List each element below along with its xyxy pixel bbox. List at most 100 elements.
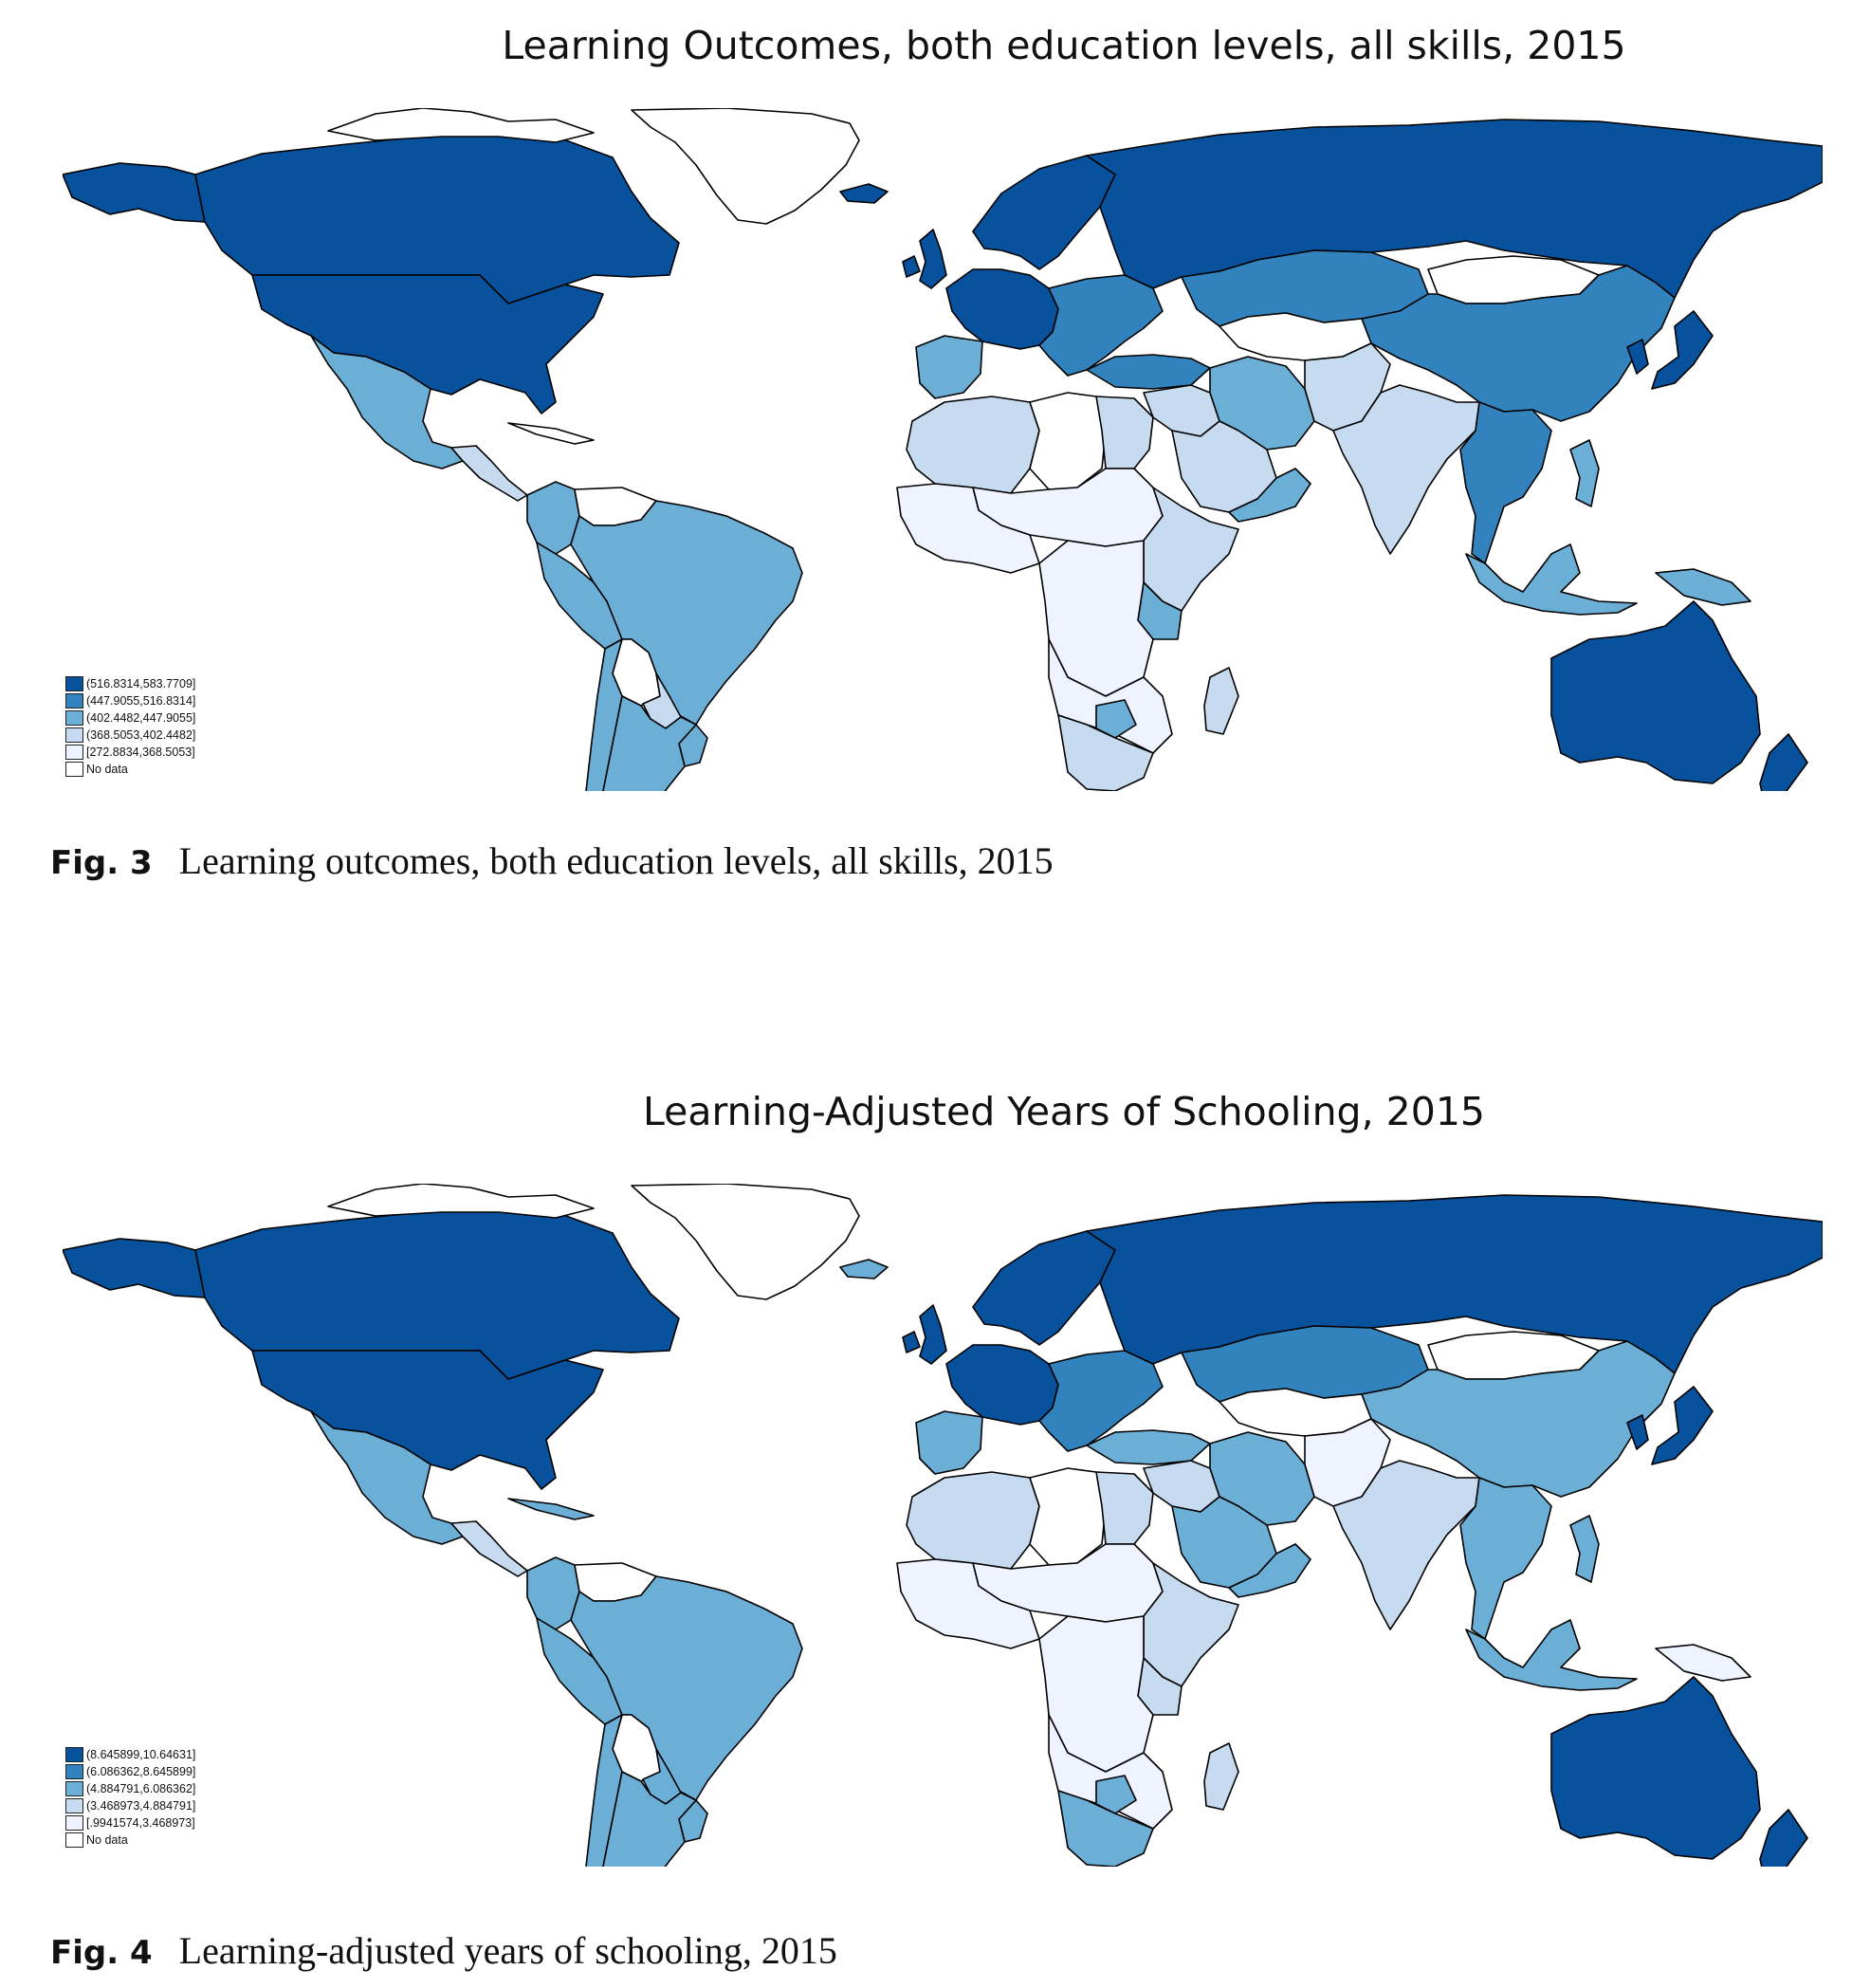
region-chile: [585, 1714, 623, 1867]
region-iberia: [915, 1410, 983, 1475]
region-argentina: [602, 695, 697, 791]
region-cuba: [507, 422, 595, 445]
region-alaska: [63, 162, 206, 223]
region-new-zealand: [1759, 733, 1808, 791]
region-north-africa-c: [1029, 1467, 1107, 1566]
legend-label: (3.468973,4.884791]: [86, 1799, 196, 1813]
map-legend: (8.645899,10.64631] (6.086362,8.645899] (4…: [65, 1746, 195, 1849]
region-ireland: [902, 1331, 921, 1353]
region-greenland: [631, 108, 860, 225]
legend-label: No data: [86, 1833, 128, 1847]
region-india: [1332, 384, 1480, 555]
region-southeast-asia: [1459, 401, 1552, 564]
region-egypt: [1095, 1471, 1154, 1545]
region-alaska: [63, 1238, 206, 1298]
legend-swatch: [65, 1798, 83, 1813]
figure-caption: Fig. 3 Learning outcomes, both education …: [50, 838, 1054, 883]
region-korea: [1626, 339, 1649, 375]
region-papua: [1655, 568, 1751, 606]
region-ireland: [902, 255, 921, 278]
legend-label: (368.5053,402.4482]: [86, 728, 196, 742]
legend-entry: (3.468973,4.884791]: [65, 1797, 195, 1814]
region-indonesia: [1465, 1619, 1638, 1691]
region-south-africa: [1057, 1790, 1154, 1867]
legend-label: (402.4482,447.9055]: [86, 711, 196, 725]
region-southern-africa: [1048, 1714, 1173, 1830]
legend-label: (4.884791,6.086362]: [86, 1782, 196, 1795]
region-chile: [585, 638, 623, 791]
legend-label: [272.8834,368.5053]: [86, 746, 195, 759]
region-iberia: [915, 335, 983, 399]
figure-label: Fig. 4: [50, 1934, 153, 1972]
region-uk: [919, 1304, 947, 1365]
legend-swatch: [65, 693, 83, 709]
map-title: Learning Outcomes, both education levels…: [502, 23, 1626, 68]
region-japan: [1651, 1386, 1714, 1465]
region-middle-east: [1143, 384, 1220, 437]
region-scandinavia: [972, 1230, 1116, 1346]
world-map: [63, 108, 1823, 791]
region-iran: [1209, 1431, 1315, 1526]
region-central-america: [450, 1520, 528, 1577]
region-korea: [1626, 1414, 1649, 1450]
legend-swatch: [65, 676, 83, 691]
region-papua: [1655, 1644, 1751, 1682]
caption-text: Learning-adjusted years of schooling, 20…: [178, 1929, 837, 1972]
region-south-africa: [1057, 714, 1154, 791]
figure-label: Fig. 3: [50, 844, 153, 882]
region-canada-islands: [327, 1184, 595, 1219]
region-turkey: [1086, 1429, 1211, 1465]
figure-caption: Fig. 4 Learning-adjusted years of schooli…: [50, 1928, 837, 1973]
region-botswana: [1095, 699, 1137, 739]
legend-swatch: [65, 1832, 83, 1848]
legend-entry: No data: [65, 1832, 195, 1849]
legend-entry: (4.884791,6.086362]: [65, 1780, 195, 1797]
region-arabia-south: [1228, 1543, 1311, 1598]
legend-entry: (402.4482,447.9055]: [65, 709, 195, 727]
region-philippines: [1569, 439, 1600, 507]
region-arabia-south: [1228, 468, 1311, 523]
region-greenland: [631, 1184, 860, 1300]
region-north-africa-w: [906, 1471, 1040, 1570]
region-indonesia: [1465, 543, 1638, 616]
region-new-zealand: [1759, 1809, 1808, 1867]
region-east-africa: [1143, 487, 1239, 612]
region-north-africa-c: [1029, 392, 1107, 490]
legend-swatch: [65, 745, 83, 760]
legend-swatch: [65, 710, 83, 726]
region-east-africa: [1143, 1562, 1239, 1687]
region-iceland: [839, 1259, 889, 1279]
region-botswana: [1095, 1775, 1137, 1814]
legend-label: (8.645899,10.64631]: [86, 1748, 196, 1761]
region-australia: [1550, 1676, 1761, 1860]
legend-entry: [.9941574,3.468973]: [65, 1814, 195, 1832]
legend-entry: (6.086362,8.645899]: [65, 1763, 195, 1780]
legend-swatch: [65, 1815, 83, 1831]
region-cuba: [507, 1498, 595, 1520]
region-iran: [1209, 356, 1315, 451]
legend-label: No data: [86, 763, 128, 776]
legend-entry: No data: [65, 761, 195, 778]
region-middle-east: [1143, 1460, 1220, 1513]
legend-swatch: [65, 1747, 83, 1762]
legend-entry: (8.645899,10.64631]: [65, 1746, 195, 1763]
caption-text: Learning outcomes, both education levels…: [178, 839, 1054, 882]
legend-swatch: [65, 1764, 83, 1779]
legend-swatch: [65, 762, 83, 777]
region-madagascar: [1203, 1742, 1239, 1811]
region-egypt: [1095, 396, 1154, 469]
legend-entry: [272.8834,368.5053]: [65, 744, 195, 761]
legend-swatch: [65, 1781, 83, 1796]
region-southern-africa: [1048, 638, 1173, 754]
region-uk: [919, 229, 947, 289]
world-map: [63, 1184, 1823, 1867]
legend-label: (447.9055,516.8314]: [86, 694, 196, 708]
region-europe-west: [945, 268, 1059, 350]
region-india: [1332, 1460, 1480, 1630]
region-philippines: [1569, 1515, 1600, 1583]
legend-entry: (516.8314,583.7709]: [65, 675, 195, 692]
region-china: [1361, 1340, 1676, 1498]
legend-entry: (368.5053,402.4482]: [65, 727, 195, 744]
region-iceland: [839, 183, 889, 204]
region-southeast-asia: [1459, 1477, 1552, 1640]
